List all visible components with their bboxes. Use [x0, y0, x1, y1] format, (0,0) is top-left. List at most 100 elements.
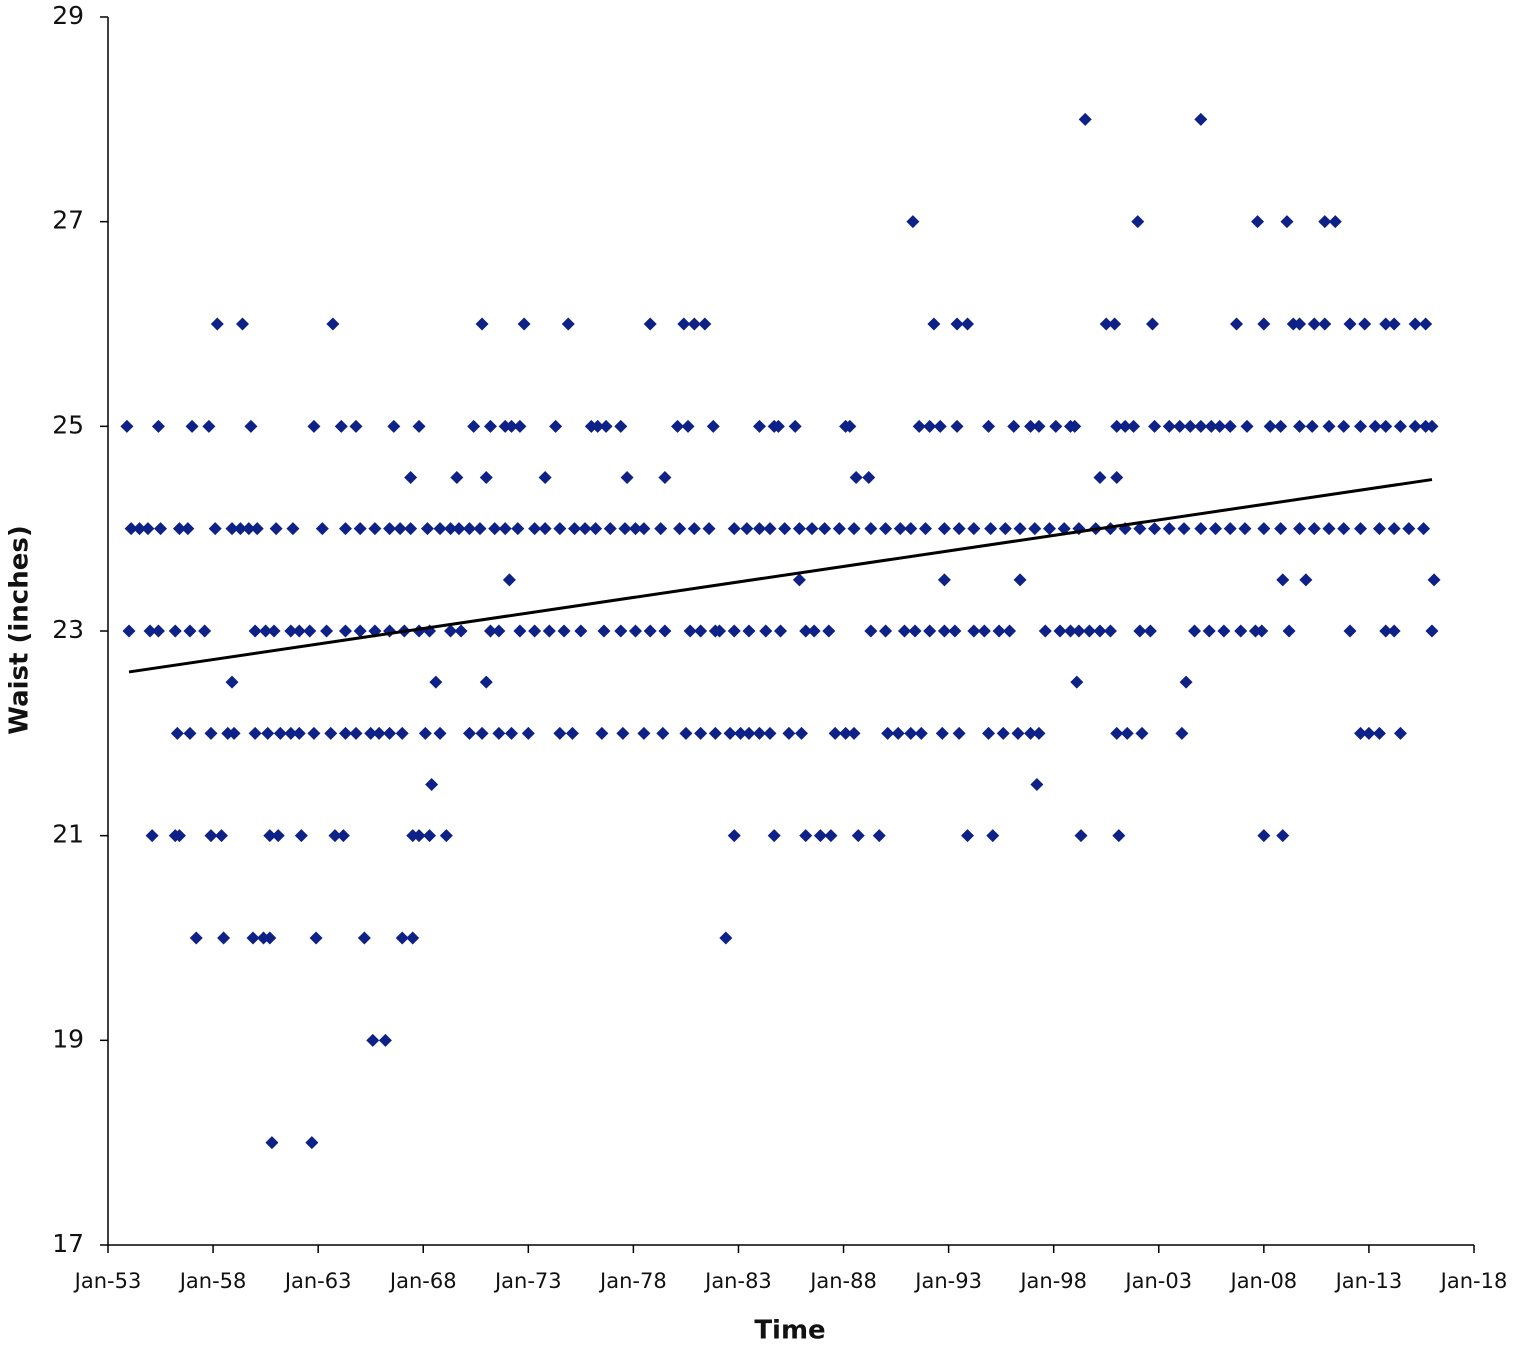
data-point [1003, 624, 1017, 638]
data-point [1118, 419, 1132, 433]
x-tick-label: Jan-93 [913, 1269, 982, 1293]
data-point [452, 522, 466, 536]
data-point [1402, 522, 1416, 536]
data-point [1354, 419, 1368, 433]
data-point [752, 419, 766, 433]
data-point [813, 829, 827, 843]
data-point [904, 522, 918, 536]
data-point [637, 726, 651, 740]
data-point [217, 931, 231, 945]
data-point [1110, 419, 1124, 433]
data-point [914, 726, 928, 740]
data-point [681, 419, 695, 433]
data-point [214, 829, 228, 843]
data-point [271, 829, 285, 843]
data-point [982, 419, 996, 433]
data-point [1213, 419, 1227, 433]
data-point [475, 317, 489, 331]
data-point [1013, 573, 1027, 587]
data-point [425, 778, 439, 791]
data-point [1120, 726, 1134, 740]
data-point [719, 931, 733, 945]
data-point [504, 726, 518, 740]
data-point [935, 726, 949, 740]
data-point [378, 1033, 392, 1047]
data-point [1223, 419, 1237, 433]
data-point [763, 726, 777, 740]
data-point [1354, 726, 1368, 740]
data-point [246, 931, 260, 945]
data-point [418, 726, 432, 740]
data-point [1280, 215, 1294, 229]
data-point [694, 624, 708, 638]
data-point [906, 215, 920, 229]
data-point [595, 726, 609, 740]
data-point [450, 471, 464, 484]
data-point [383, 726, 397, 740]
data-point [1204, 419, 1218, 433]
x-axis-title: Time [754, 1316, 825, 1346]
data-point [488, 522, 502, 536]
data-point [752, 522, 766, 536]
data-point [986, 829, 1000, 843]
data-point [248, 726, 262, 740]
data-point [683, 624, 697, 638]
data-point [387, 419, 401, 433]
data-point [198, 624, 212, 638]
data-point [454, 624, 468, 638]
data-point [538, 471, 552, 484]
data-point [366, 1033, 380, 1047]
data-point [444, 522, 458, 536]
data-point [557, 624, 571, 638]
data-point [1379, 419, 1393, 433]
data-point [908, 624, 922, 638]
data-point [788, 419, 802, 433]
data-point [1202, 624, 1216, 638]
data-point [767, 829, 781, 843]
data-point [561, 317, 575, 331]
data-point [1240, 419, 1254, 433]
y-tick-label: 29 [52, 1, 84, 30]
data-point [120, 419, 134, 433]
data-point [1093, 471, 1107, 484]
data-point [1299, 573, 1313, 587]
data-point [154, 522, 168, 536]
data-point [412, 419, 426, 433]
data-point [483, 624, 497, 638]
data-point [492, 624, 506, 638]
data-point [429, 675, 443, 689]
data-point [1255, 624, 1269, 638]
data-point [269, 522, 283, 536]
data-point [759, 624, 773, 638]
data-point [338, 726, 352, 740]
data-point [864, 624, 878, 638]
y-tick-label: 27 [52, 206, 84, 235]
data-point [168, 624, 182, 638]
data-point [307, 726, 321, 740]
data-point [771, 419, 785, 433]
data-point [1082, 624, 1096, 638]
data-point [923, 624, 937, 638]
data-point [1274, 419, 1288, 433]
data-point [568, 522, 582, 536]
data-point [1274, 522, 1288, 536]
data-point [862, 471, 876, 484]
data-point [349, 419, 363, 433]
data-point [1024, 419, 1038, 433]
data-point [1318, 317, 1332, 331]
data-point [799, 624, 813, 638]
data-point [950, 419, 964, 433]
data-point [1393, 419, 1407, 433]
data-point [1133, 522, 1147, 536]
data-point [992, 624, 1006, 638]
data-point [687, 317, 701, 331]
data-point [294, 829, 308, 843]
data-point [1257, 829, 1271, 843]
data-point [338, 624, 352, 638]
data-point [687, 522, 701, 536]
data-point [462, 522, 476, 536]
data-point [589, 522, 603, 536]
data-point [1318, 215, 1332, 229]
x-tick-label: Jan-83 [703, 1269, 772, 1293]
data-point [578, 522, 592, 536]
